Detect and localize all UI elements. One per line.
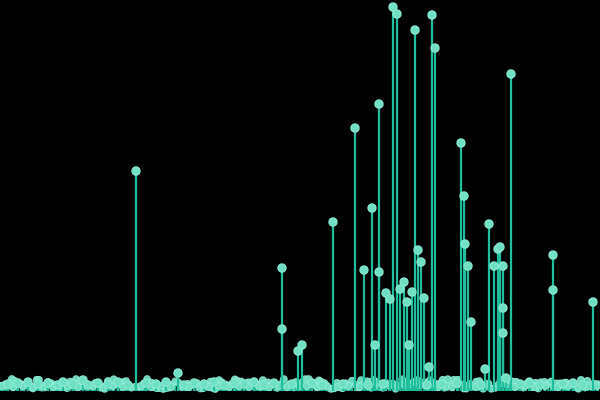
stem-markers-layer [3,2,598,390]
stem-marker [392,9,402,19]
stem-marker [480,364,490,374]
stem-marker [173,368,183,378]
stem-marker [23,377,33,387]
stem-marker [592,381,600,391]
stem-marker [588,297,598,307]
stem-marker [410,25,420,35]
stem-marker [58,377,68,387]
stem-marker [463,261,473,271]
stem-marker [328,217,338,227]
stem-marker [317,380,327,390]
stem-marker [413,245,423,255]
stem-marker [430,43,440,53]
stem-marker [374,99,384,109]
stem-marker [93,378,103,388]
stem-marker [495,242,505,252]
stem-marker [407,287,417,297]
stem-marker [229,378,239,388]
stem-marker [355,382,365,392]
stem-marker [498,303,508,313]
stem-marker [189,378,199,388]
stem-marker [249,377,259,387]
stem-marker [350,123,360,133]
stem-marker [113,377,123,387]
stem-marker [239,379,249,389]
stem-marker [437,379,447,389]
stem-marker [123,380,133,390]
stem-marker [277,324,287,334]
stem-marker [498,328,508,338]
stem-marker [501,373,511,383]
stem-marker [427,10,437,20]
stem-marker [269,378,279,388]
stem-marker [419,293,429,303]
stem-marker [83,380,93,390]
stem-marker [476,380,486,390]
stem-marker [388,2,398,12]
stem-marker [259,380,269,390]
stem-marker [395,284,405,294]
stem-marker [460,239,470,249]
stem-marker [68,379,78,389]
stem-marker [219,380,229,390]
stem-marker [131,166,141,176]
stem-marker [568,378,578,388]
stem-marker [399,277,409,287]
stem-marker [385,294,395,304]
stem-marker [459,191,469,201]
stem-marker [456,138,466,148]
stem-marker [297,340,307,350]
stem-marker [374,267,384,277]
stem-marker [525,378,535,388]
stem-marker [103,379,113,389]
stem-marker [3,379,13,389]
stem-marker [535,380,545,390]
stem-marker [277,263,287,273]
stem-marker [359,265,369,275]
stem-marker [515,379,525,389]
stem-marker [13,378,23,388]
stem-marker [367,203,377,213]
stem-marker [179,380,189,390]
stem-marker [363,380,373,390]
stem-marker [402,297,412,307]
stem-marker [141,378,151,388]
stem-marker [209,377,219,387]
stem-marker [287,379,297,389]
stem-marker [548,250,558,260]
stem-marker [489,261,499,271]
stem-marker [404,340,414,350]
stem-marker [161,377,171,387]
stem-marker [498,261,508,271]
stem-marker [33,379,43,389]
stem-marker [466,317,476,327]
stem-marker [151,379,161,389]
stem-marker [558,379,568,389]
stem-marker [422,380,432,390]
stem-marker [416,257,426,267]
stem-marker [578,380,588,390]
stem-marker [307,378,317,388]
stem-marker [424,362,434,372]
stem-marker [506,69,516,79]
stem-marker [370,340,380,350]
stem-marker [452,378,462,388]
stem-marker [199,379,209,389]
stem-marker [43,378,53,388]
stem-marker [484,219,494,229]
stem-marker [548,285,558,295]
stem-marker [378,379,388,389]
stem-marker [338,379,348,389]
